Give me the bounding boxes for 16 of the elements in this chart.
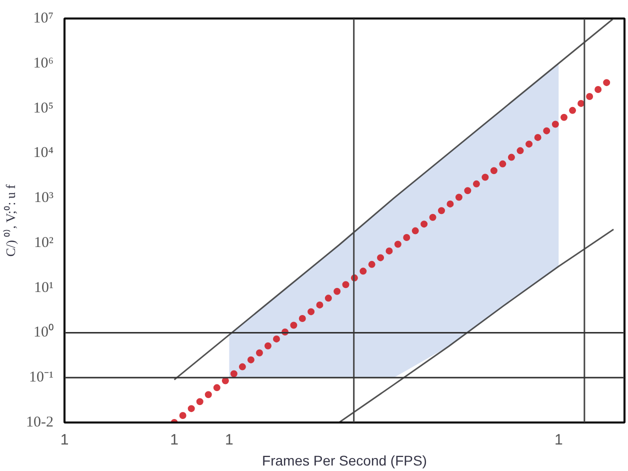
y-tick-label: 10⁴ — [33, 145, 54, 162]
y-axis-title: C/) ⁰⁾, V;⁰: u f — [3, 184, 18, 257]
x-tick-label: 1 — [60, 432, 69, 448]
x-tick-label: 1 — [170, 432, 178, 448]
y-tick-label: 10³ — [34, 190, 54, 206]
y-tick-label: 10² — [34, 234, 54, 251]
x-tick-label: 1 — [554, 432, 563, 448]
y-tick-label: 10⁰ — [34, 324, 54, 341]
y-tick-label: 10⁻¹ — [29, 370, 54, 386]
y-tick-label: 10-2 — [26, 414, 54, 430]
x-axis-title: Frames Per Second (FPS) — [262, 452, 427, 468]
y-tick-label: 10⁶ — [33, 55, 54, 72]
y-tick-label: 10¹ — [34, 280, 54, 296]
y-tick-label: 10⁷ — [33, 10, 54, 26]
x-tick-label: 1 — [225, 432, 234, 448]
y-tick-label: 10⁵ — [33, 100, 54, 116]
